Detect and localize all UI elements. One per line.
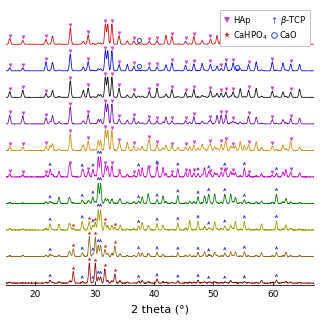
X-axis label: 2 theta (°): 2 theta (°)	[131, 304, 189, 315]
Legend: HAp, CaHPO$_4$, $\beta$-TCP, CaO: HAp, CaHPO$_4$, $\beta$-TCP, CaO	[220, 10, 310, 46]
